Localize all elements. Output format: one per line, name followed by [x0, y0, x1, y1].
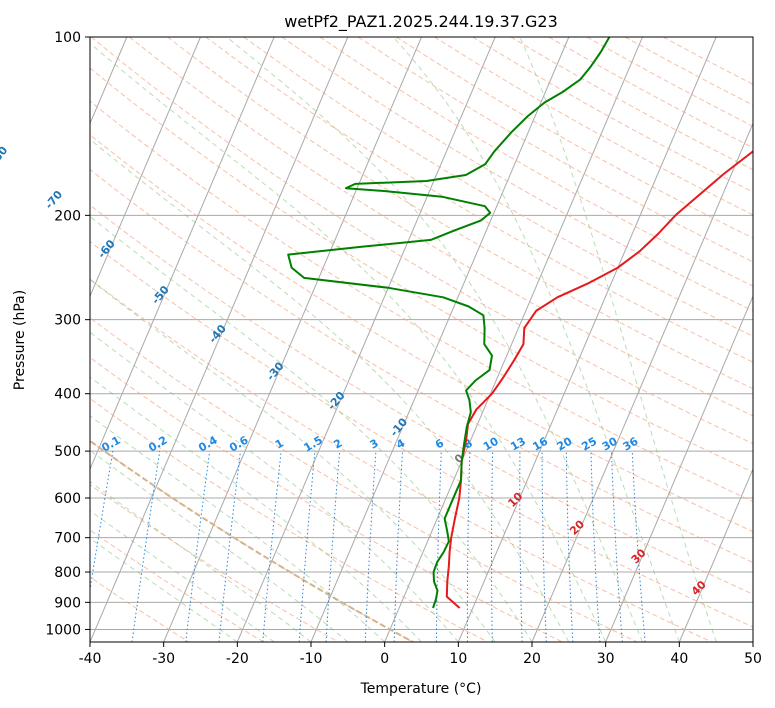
isotherm-line: [531, 122, 753, 642]
dry-adiabat-line: [319, 37, 753, 287]
isotherm-line: [384, 37, 643, 642]
isotherm-line: [678, 467, 753, 642]
y-tick-label: 400: [54, 387, 81, 403]
y-tick-label: 300: [54, 313, 81, 329]
y-tick-label: 900: [54, 595, 81, 611]
moist-adiabat-line: [519, 37, 717, 642]
moist-adiabat-line: [392, 37, 680, 642]
dry-adiabat-line: [90, 356, 563, 642]
y-tick-label: 600: [54, 491, 81, 507]
sounding-traces: [287, 37, 753, 609]
axes: -40 -30 -20 -10 0 10 20 30 40 50 1000 900 800 700 600 5…: [45, 30, 762, 667]
y-tick-label: 500: [54, 444, 81, 460]
isotherm-line: [163, 37, 422, 642]
y-tick-label: 800: [54, 565, 81, 581]
x-axis-label: Temperature (°C): [360, 681, 482, 697]
dry-adiabat-line: [167, 37, 753, 390]
x-tick-label: -10: [300, 651, 323, 667]
temperature-trace: [445, 150, 753, 609]
x-tick-label: 20: [523, 651, 541, 667]
moist-adiabat-line: [90, 449, 349, 642]
dry-adiabat-line: [90, 204, 753, 595]
isotherm-line: [605, 295, 753, 642]
dry-adiabat-line: [90, 529, 264, 642]
moist-adiabat-line: [90, 215, 533, 642]
moist-adiabat-line: [90, 415, 386, 642]
mixing-ratio-line: [218, 451, 241, 642]
dry-adiabat-line: [90, 134, 753, 533]
dry-adiabat-label: -80: [0, 144, 11, 168]
moist-adiabat-line: [90, 138, 570, 642]
moist-adiabat-line: [226, 37, 643, 642]
isotherm-line: [90, 37, 275, 471]
plot-frame: [89, 36, 754, 643]
mixing-ratio-line: [131, 451, 161, 642]
moist-adiabat-line: [90, 481, 312, 642]
dry-adiabat-line: [90, 100, 753, 503]
dry-adiabat-line: [243, 37, 753, 337]
x-tick-label: 10: [449, 651, 467, 667]
x-tick-label: 30: [597, 651, 615, 667]
mixing-ratio-line: [90, 451, 114, 593]
isotherm-line: [457, 37, 717, 642]
y-axis-label: Pressure (hPa): [12, 290, 28, 390]
x-tick-label: 40: [670, 651, 688, 667]
x-tick-label: 0: [380, 651, 389, 667]
moist-adiabat-line: [90, 537, 238, 642]
y-tick-label: 1000: [45, 622, 81, 638]
moist-adiabat-line: [90, 331, 459, 642]
dry-adiabat-line: [90, 241, 753, 628]
background-lines: [90, 37, 753, 642]
moist-adiabat-line: [90, 376, 422, 642]
dry-adiabat-line: [90, 440, 414, 642]
moist-adiabat-line: [90, 279, 496, 642]
x-tick-label: 50: [744, 651, 762, 667]
mixing-ratio-line: [185, 451, 211, 642]
dry-adiabat-line: [90, 317, 638, 642]
moist-adiabat-line: [90, 42, 607, 642]
mixing-ratio-line: [262, 451, 282, 642]
x-tick-label: -40: [79, 651, 102, 667]
x-tick-label: -20: [226, 651, 249, 667]
mixing-ratio-line: [631, 451, 646, 642]
y-tick-label: 700: [54, 531, 81, 547]
isotherm-line: [236, 37, 496, 642]
chart-title: wetPf2_PAZ1.2025.244.19.37.G23: [284, 12, 558, 32]
dry-adiabat-line: [90, 67, 753, 473]
isotherm-line: [90, 37, 201, 298]
x-tick-label: -30: [152, 651, 175, 667]
y-tick-label: 200: [54, 208, 81, 224]
y-tick-label: 100: [54, 30, 81, 46]
dewpoint-trace: [287, 37, 611, 609]
dry-adiabat-line: [90, 37, 753, 445]
dry-adiabat-line: [90, 397, 488, 642]
mixing-ratio-line: [298, 451, 316, 642]
